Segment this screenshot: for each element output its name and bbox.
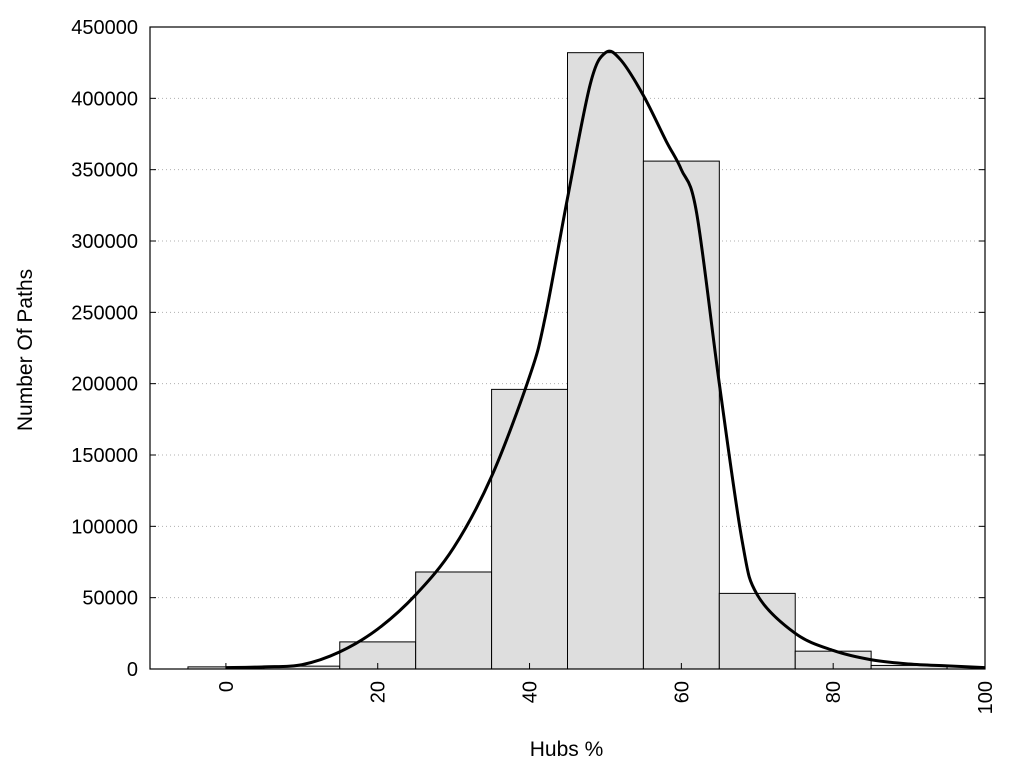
- x-axis-ticks: 0 20 40 60 80 100: [216, 663, 997, 714]
- fit-curve: [225, 49, 986, 670]
- y-tick-label: 450000: [71, 17, 138, 39]
- y-tick-label: 300000: [71, 231, 138, 253]
- histogram-bar: [415, 571, 493, 670]
- histogram-bar: [718, 592, 796, 670]
- x-tick-label: 80: [823, 681, 845, 703]
- histogram-bar: [491, 388, 568, 670]
- x-tick-label: 40: [520, 681, 542, 703]
- y-tick-label: 0: [127, 659, 138, 681]
- x-tick-label: 20: [368, 681, 390, 703]
- distribution-curve: [225, 49, 986, 670]
- x-axis-title: Hubs %: [530, 738, 604, 761]
- y-tick-label: 150000: [71, 445, 138, 467]
- y-axis-title: Number Of Paths: [14, 269, 37, 431]
- x-tick-label: 100: [975, 681, 997, 714]
- y-tick-label: 100000: [71, 516, 138, 538]
- x-tick-label: 0: [216, 681, 238, 692]
- y-tick-label: 50000: [82, 588, 138, 610]
- y-axis-ticks: 0 50000 100000 150000 200000 250000 300000 3500…: [71, 17, 985, 681]
- plot-frame: [149, 26, 986, 670]
- y-tick-label: 250000: [71, 302, 138, 324]
- y-tick-label: 200000: [71, 374, 138, 396]
- y-tick-label: 400000: [71, 88, 138, 110]
- x-tick-label: 60: [671, 681, 693, 703]
- histogram-bar: [642, 160, 720, 670]
- bars: [187, 52, 948, 670]
- y-tick-label: 350000: [71, 160, 138, 182]
